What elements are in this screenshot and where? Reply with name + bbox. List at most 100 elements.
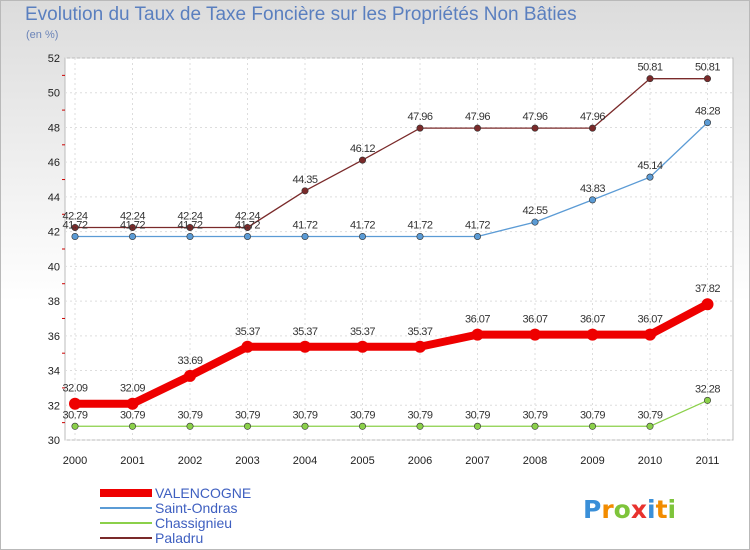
data-point [414, 340, 426, 353]
data-point [184, 369, 196, 382]
data-label: 35.37 [350, 326, 375, 338]
series-line-chassignieu [74, 399, 709, 427]
data-label: 47.96 [465, 111, 490, 123]
data-point [529, 328, 541, 341]
proxiti-logo-text: Proxiti [583, 495, 676, 524]
legend-label: Chassignieu [155, 515, 232, 531]
x-tick-label: 2007 [465, 455, 489, 467]
series-line-saint-ondras [74, 121, 709, 238]
data-point [186, 223, 194, 231]
data-label: 35.37 [292, 326, 317, 338]
data-label: 30.79 [292, 409, 317, 421]
legend-label: VALENCOGNE [155, 485, 251, 501]
x-tick-label: 2002 [178, 455, 202, 467]
data-label: 50.81 [637, 62, 662, 74]
data-point [703, 75, 711, 83]
data-point [358, 156, 366, 164]
data-point [129, 223, 137, 231]
data-label: 36.07 [465, 314, 490, 326]
data-point [646, 75, 654, 83]
series-line-valencogne [71, 300, 712, 408]
x-tick-label: 2008 [523, 455, 547, 467]
data-point [646, 173, 654, 181]
data-label: 30.79 [407, 409, 432, 421]
data-label: 32.28 [695, 383, 720, 395]
data-point [703, 396, 711, 404]
data-point [358, 232, 366, 240]
data-label: 30.79 [235, 409, 260, 421]
data-point [186, 232, 194, 240]
chart-title: Evolution du Taux de Taxe Foncière sur l… [25, 4, 577, 25]
data-point [531, 422, 539, 430]
data-label: 42.24 [120, 210, 145, 222]
data-point [703, 119, 711, 127]
data-label: 41.72 [465, 219, 490, 231]
x-tick-label: 2011 [696, 455, 720, 467]
x-tick-label: 2010 [638, 455, 662, 467]
data-point [531, 218, 539, 226]
y-tick-label: 40 [48, 261, 60, 273]
data-point [71, 232, 79, 240]
data-label: 43.83 [580, 183, 605, 195]
series-line-paladru [74, 78, 709, 229]
y-tick-label: 42 [48, 227, 60, 239]
data-point [126, 397, 139, 410]
data-label: 32.09 [62, 383, 87, 395]
data-label: 42.24 [235, 210, 260, 222]
data-label: 46.12 [350, 143, 375, 155]
data-point [588, 422, 596, 430]
y-tick-label: 48 [48, 122, 60, 134]
data-point [69, 397, 81, 410]
data-label: 42.24 [62, 210, 87, 222]
data-point [301, 422, 309, 430]
data-label: 30.79 [120, 409, 145, 421]
data-point [701, 298, 714, 311]
chart-unit-label: (en %) [26, 29, 59, 41]
data-label: 48.28 [695, 106, 720, 118]
data-label: 32.09 [120, 383, 145, 395]
data-point [531, 124, 539, 132]
y-tick-label: 30 [48, 435, 60, 447]
data-point [588, 196, 596, 204]
x-tick-label: 2009 [580, 455, 604, 467]
data-point [644, 328, 656, 341]
data-label: 30.79 [177, 409, 202, 421]
data-label: 36.07 [637, 314, 662, 326]
y-tick-label: 34 [48, 366, 60, 378]
y-tick-label: 36 [48, 331, 60, 343]
data-label: 42.24 [177, 210, 202, 222]
data-point [301, 187, 309, 195]
x-tick-label: 2005 [350, 455, 374, 467]
data-label: 41.72 [407, 219, 432, 231]
data-label: 47.96 [580, 111, 605, 123]
data-label: 30.79 [637, 409, 662, 421]
data-label: 30.79 [522, 409, 547, 421]
data-label: 41.72 [120, 219, 145, 231]
y-tick-label: 32 [48, 400, 60, 412]
y-tick-label: 38 [48, 296, 60, 308]
data-point [129, 232, 137, 240]
data-point [71, 422, 79, 430]
data-label: 35.37 [235, 326, 260, 338]
data-label: 45.14 [637, 160, 662, 172]
data-label: 44.35 [292, 174, 317, 186]
data-label: 30.79 [350, 409, 375, 421]
data-label: 36.07 [522, 314, 547, 326]
data-label: 41.72 [235, 219, 260, 231]
data-label: 47.96 [407, 111, 432, 123]
x-tick-label: 2004 [293, 455, 317, 467]
data-label: 37.82 [695, 283, 720, 295]
data-label: 41.72 [177, 219, 202, 231]
y-tick-label: 46 [48, 157, 60, 169]
data-label: 50.81 [695, 62, 720, 74]
data-point [416, 124, 424, 132]
data-labels: 32.09 32.09 33.69 35.37 35.37 35.37 35.37 36.07… [62, 62, 720, 422]
data-point [301, 232, 309, 240]
y-tick-label: 52 [48, 53, 60, 65]
axes: 30 32 34 36 38 40 42 44 46 48 50 52 2000 2001 2002 2003… [48, 53, 720, 467]
data-label: 41.72 [350, 219, 375, 231]
data-point [241, 340, 254, 353]
data-point [471, 328, 484, 341]
